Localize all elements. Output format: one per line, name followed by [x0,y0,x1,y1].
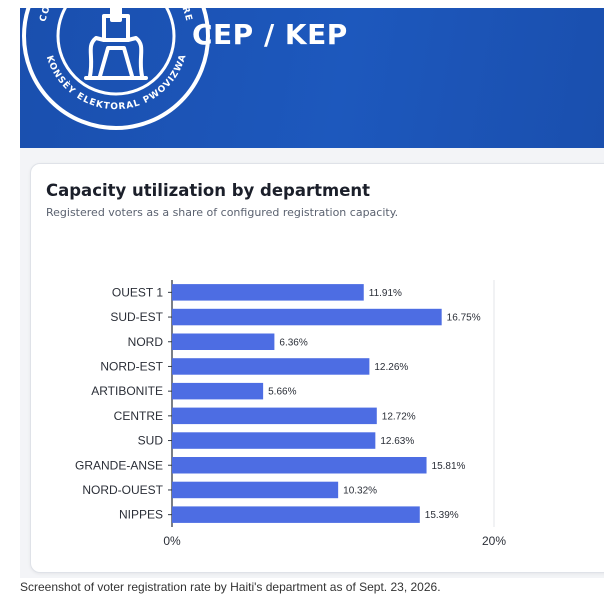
x-tick-label: 0% [163,534,181,548]
chart-title: Capacity utilization by department [46,181,371,200]
data-label: 12.72% [382,411,416,422]
data-label: 10.32% [343,485,377,496]
bar [172,481,339,499]
brand-title: CEP / KEP [192,18,348,51]
data-label: 11.91% [369,288,402,299]
x-tick-label: 20% [482,534,506,548]
header-banner: CONSEIL ÉLECTORAL PROVISOIRE HAITI • KON… [20,8,604,148]
category-label: NORD-OUEST [82,483,163,497]
cep-seal-logo: CONSEIL ÉLECTORAL PROVISOIRE HAITI • KON… [20,8,210,130]
category-label: CENTRE [114,409,163,423]
data-label: 16.75% [447,313,481,324]
category-label: NORD-EST [100,359,163,373]
data-label: 5.66% [268,387,296,398]
category-label: SUD [138,434,164,448]
bar [172,382,264,400]
bar [172,407,377,425]
bar [172,457,427,474]
data-label: 15.39% [425,510,459,521]
bar [172,284,364,301]
data-label: 15.81% [432,461,466,472]
data-label: 12.26% [374,362,408,373]
bar [172,506,420,523]
category-label: GRANDE-ANSE [75,458,163,472]
category-label: SUD-EST [110,310,163,324]
chart-subtitle: Registered voters as a share of configur… [46,206,399,219]
category-label: ARTIBONITE [91,384,163,398]
category-label: OUEST 1 [112,285,163,299]
data-label: 6.36% [279,337,307,348]
category-label: NIPPES [119,508,163,522]
image-caption: Screenshot of voter registration rate by… [20,580,441,594]
bar [172,432,376,449]
data-label: 12.63% [380,436,414,447]
bar [172,308,442,326]
bar [172,333,275,350]
ballot-box-icon [84,8,148,80]
category-label: NORD [128,335,164,349]
bar [172,358,370,375]
